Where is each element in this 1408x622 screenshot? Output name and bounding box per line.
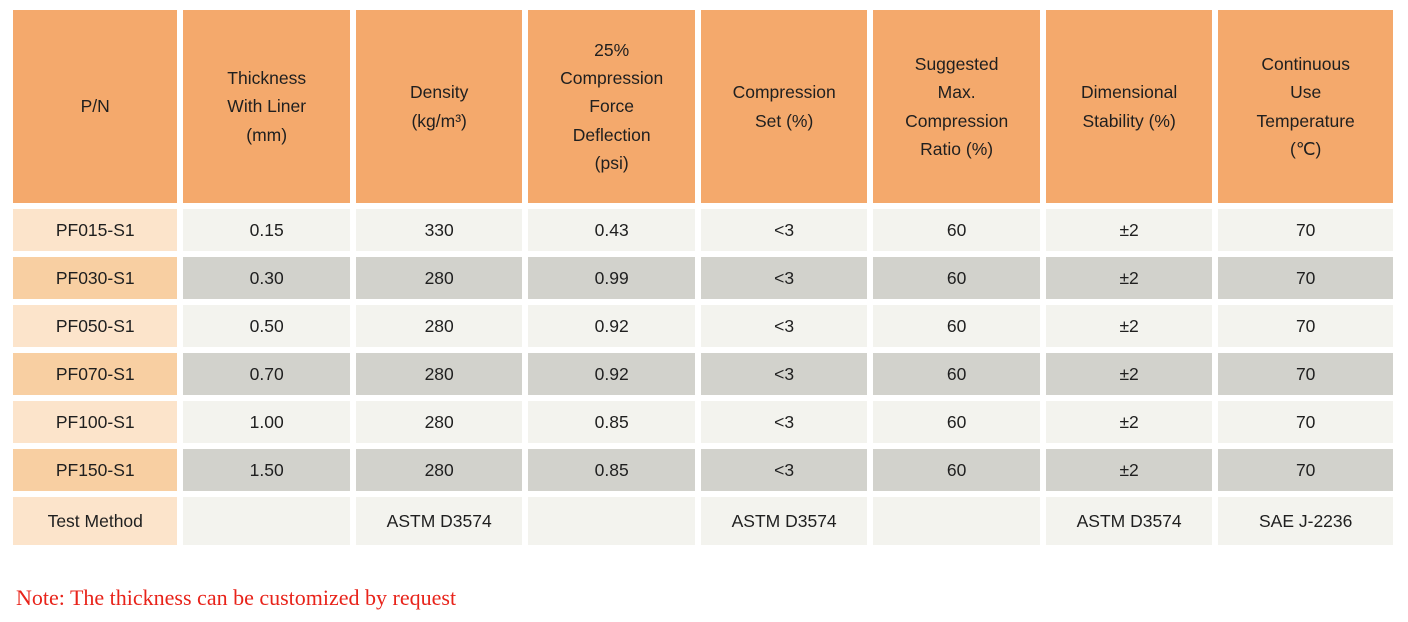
data-cell: ASTM D3574 [1045, 497, 1213, 545]
data-cell: 280 [355, 305, 523, 347]
column-header-pn: P/N [13, 10, 178, 203]
data-cell [528, 497, 695, 545]
data-cell: <3 [700, 257, 868, 299]
pn-cell: PF030-S1 [13, 257, 178, 299]
data-cell: <3 [700, 305, 868, 347]
data-cell: ASTM D3574 [700, 497, 868, 545]
column-header-compression-force-deflection: 25% Compression Force Deflection (psi) [528, 10, 695, 203]
pn-cell: PF070-S1 [13, 353, 178, 395]
data-cell: <3 [700, 353, 868, 395]
data-cell: 280 [355, 401, 523, 443]
data-cell: 0.92 [528, 353, 695, 395]
column-header-max-compression-ratio: Suggested Max. Compression Ratio (%) [873, 10, 1040, 203]
data-cell: <3 [700, 209, 868, 251]
data-cell: 280 [355, 449, 523, 491]
data-cell: 60 [873, 257, 1040, 299]
note-text: Note: The thickness can be customized by… [16, 585, 457, 610]
data-cell: SAE J-2236 [1218, 497, 1393, 545]
data-cell: 330 [355, 209, 523, 251]
table-row: PF100-S1 1.00 280 0.85 <3 60 ±2 70 [13, 401, 1393, 443]
data-cell: <3 [700, 449, 868, 491]
data-cell: 70 [1218, 305, 1393, 347]
data-cell: 60 [873, 209, 1040, 251]
table-row: PF030-S1 0.30 280 0.99 <3 60 ±2 70 [13, 257, 1393, 299]
table-row: PF070-S1 0.70 280 0.92 <3 60 ±2 70 [13, 353, 1393, 395]
data-cell: 60 [873, 401, 1040, 443]
data-cell: ASTM D3574 [355, 497, 523, 545]
data-cell: ±2 [1045, 401, 1213, 443]
spec-table: P/N Thickness With Liner (mm) Density (k… [7, 4, 1399, 551]
data-cell: 0.92 [528, 305, 695, 347]
table-row: PF150-S1 1.50 280 0.85 <3 60 ±2 70 [13, 449, 1393, 491]
column-header-continuous-use-temperature: Continuous Use Temperature (℃) [1218, 10, 1393, 203]
column-header-dimensional-stability: Dimensional Stability (%) [1045, 10, 1213, 203]
table-row: PF050-S1 0.50 280 0.92 <3 60 ±2 70 [13, 305, 1393, 347]
data-cell: ±2 [1045, 209, 1213, 251]
pn-cell: PF150-S1 [13, 449, 178, 491]
pn-cell: Test Method [13, 497, 178, 545]
pn-cell: PF050-S1 [13, 305, 178, 347]
column-header-compression-set: Compression Set (%) [700, 10, 868, 203]
data-cell: 70 [1218, 401, 1393, 443]
data-cell: 70 [1218, 257, 1393, 299]
data-cell: 60 [873, 305, 1040, 347]
data-cell: 0.43 [528, 209, 695, 251]
data-cell: 0.70 [183, 353, 350, 395]
data-cell: 0.85 [528, 449, 695, 491]
data-cell: 1.50 [183, 449, 350, 491]
test-method-row: Test Method ASTM D3574 ASTM D3574 ASTM D… [13, 497, 1393, 545]
data-cell [183, 497, 350, 545]
data-cell: 280 [355, 353, 523, 395]
data-cell: 0.15 [183, 209, 350, 251]
data-cell: 0.99 [528, 257, 695, 299]
data-cell: ±2 [1045, 257, 1213, 299]
data-cell: 0.30 [183, 257, 350, 299]
data-cell: ±2 [1045, 353, 1213, 395]
data-cell: 70 [1218, 209, 1393, 251]
data-cell: 60 [873, 449, 1040, 491]
data-cell [873, 497, 1040, 545]
data-cell: ±2 [1045, 449, 1213, 491]
data-cell: 60 [873, 353, 1040, 395]
data-cell: 70 [1218, 353, 1393, 395]
data-cell: 280 [355, 257, 523, 299]
column-header-thickness: Thickness With Liner (mm) [183, 10, 350, 203]
data-cell: 1.00 [183, 401, 350, 443]
data-cell: 0.50 [183, 305, 350, 347]
data-cell: 70 [1218, 449, 1393, 491]
data-cell: 0.85 [528, 401, 695, 443]
pn-cell: PF100-S1 [13, 401, 178, 443]
data-cell: <3 [700, 401, 868, 443]
header-row: P/N Thickness With Liner (mm) Density (k… [13, 10, 1393, 203]
pn-cell: PF015-S1 [13, 209, 178, 251]
table-row: PF015-S1 0.15 330 0.43 <3 60 ±2 70 [13, 209, 1393, 251]
column-header-density: Density (kg/m³) [355, 10, 523, 203]
data-cell: ±2 [1045, 305, 1213, 347]
